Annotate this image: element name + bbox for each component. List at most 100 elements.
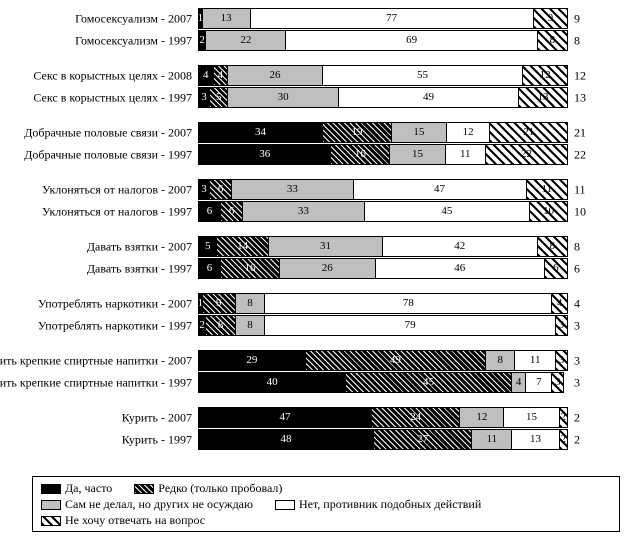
bar-segment-often: 5	[199, 237, 217, 256]
bar-segment-noresp: 12	[523, 66, 567, 85]
bar-row: Уклоняться от налогов - 20073633471111	[198, 179, 568, 200]
bar-segment-notme: 8	[236, 294, 265, 313]
segment-value-label: 34	[255, 127, 266, 138]
bar-segment-notme: 26	[228, 66, 323, 85]
bar-segment-often: 40	[199, 373, 346, 392]
row-end-label: 3	[574, 318, 580, 333]
segment-value-label: 2	[199, 35, 205, 46]
bar-segment-against: 49	[339, 88, 519, 107]
segment-value-label: 42	[454, 241, 465, 252]
bar-segment-noresp: 22	[486, 145, 567, 164]
segment-value-label: 8	[218, 320, 224, 331]
segment-value-label: 69	[406, 35, 417, 46]
segment-value-label: 3	[559, 320, 565, 331]
bar-group: Давать взятки - 2007514314288Давать взят…	[198, 236, 568, 279]
bar-segment-noresp: 21	[490, 123, 567, 142]
category-label: Пить крепкие спиртные напитки - 1997	[0, 375, 192, 390]
bar-segment-notme: 8	[236, 316, 265, 335]
bar-segment-often: 3	[199, 180, 210, 199]
segment-value-label: 79	[405, 320, 416, 331]
segment-value-label: 4	[557, 298, 563, 309]
bar-segment-noresp: 9	[534, 9, 567, 28]
segment-value-label: 30	[278, 92, 289, 103]
bar-segment-against: 45	[365, 202, 531, 221]
segment-value-label: 11	[541, 184, 552, 195]
row-end-label: 2	[574, 432, 580, 447]
row-end-label: 2	[574, 410, 580, 425]
legend-swatch	[275, 500, 295, 510]
row-end-label: 3	[574, 353, 580, 368]
legend-label: Не хочу отвечать на вопрос	[65, 513, 205, 528]
segment-value-label: 47	[434, 184, 445, 195]
bar-row: Добрачные половые связи - 19973616151122…	[198, 144, 568, 165]
segment-value-label: 12	[463, 127, 474, 138]
segment-value-label: 49	[423, 92, 434, 103]
stacked-bar: 3616151122	[198, 144, 568, 165]
bar-segment-often: 47	[199, 408, 372, 427]
segment-value-label: 47	[279, 412, 290, 423]
legend-label: Сам не делал, но других не осуждаю	[65, 497, 253, 512]
segment-value-label: 4	[218, 70, 224, 81]
bar-segment-rarely: 8	[206, 316, 235, 335]
segment-value-label: 8	[550, 35, 556, 46]
bar-group: Уклоняться от налогов - 20073633471111Ук…	[198, 179, 568, 222]
category-label: Уклоняться от налогов - 1997	[0, 204, 192, 219]
bar-segment-rarely: 45	[346, 373, 512, 392]
bar-segment-often: 48	[199, 430, 374, 449]
bar-segment-rarely: 4	[214, 66, 229, 85]
segment-value-label: 3	[559, 355, 565, 366]
bar-segment-notme: 26	[280, 259, 376, 278]
row-end-label: 8	[574, 239, 580, 254]
bar-segment-rarely: 6	[221, 202, 243, 221]
row-end-label: 13	[574, 90, 586, 105]
segment-value-label: 29	[246, 355, 257, 366]
stacked-bar: 222698	[198, 30, 568, 51]
bar-segment-against: 69	[286, 31, 537, 50]
category-label: Пить крепкие спиртные напитки - 2007	[0, 353, 192, 368]
bar-segment-against: 79	[265, 316, 556, 335]
bar-segment-against: 15	[504, 408, 559, 427]
bar-row: Употреблять наркотики - 20071987844	[198, 293, 568, 314]
segment-value-label: 15	[413, 127, 424, 138]
bar-segment-rarely: 24	[372, 408, 460, 427]
bar-segment-notme: 15	[390, 145, 445, 164]
segment-value-label: 22	[521, 149, 532, 160]
segment-value-label: 45	[441, 206, 452, 217]
segment-value-label: 2	[561, 412, 567, 423]
stacked-bar: 47 2412 15 2	[198, 407, 568, 428]
segment-value-label: 8	[498, 355, 504, 366]
bar-segment-noresp: 3	[552, 373, 563, 392]
segment-value-label: 11	[487, 434, 498, 445]
segment-value-label: 19	[351, 127, 362, 138]
bar-segment-rarely: 27	[374, 430, 472, 449]
segment-value-label: 6	[218, 184, 224, 195]
bar-row: Давать взятки - 1997616264666	[198, 258, 568, 279]
segment-value-label: 4	[203, 70, 209, 81]
bar-row: Гомосексуализм - 19972226988	[198, 30, 568, 51]
bar-segment-notme: 12	[460, 408, 504, 427]
bar-segment-noresp: 6	[545, 259, 567, 278]
category-label: Гомосексуализм - 2007	[0, 11, 192, 26]
bar-segment-often: 4	[199, 66, 214, 85]
category-label: Давать взятки - 2007	[0, 239, 192, 254]
bar-segment-often: 29	[199, 351, 306, 370]
segment-value-label: 10	[543, 206, 554, 217]
stacked-bar: 482711132	[198, 429, 568, 450]
segment-value-label: 13	[530, 434, 541, 445]
bar-row: Курить - 19974827111322	[198, 429, 568, 450]
segment-value-label: 33	[298, 206, 309, 217]
bar-segment-rarely: 9	[203, 294, 236, 313]
segment-value-label: 15	[526, 412, 537, 423]
stacked-bar: 288793	[198, 315, 568, 336]
row-end-label: 10	[574, 204, 586, 219]
segment-value-label: 6	[553, 263, 559, 274]
segment-value-label: 6	[207, 206, 213, 217]
legend-label: Редко (только пробовал)	[158, 481, 282, 496]
bar-group: Гомосексуализм - 20071137799Гомосексуали…	[198, 8, 568, 51]
category-label: Употреблять наркотики - 1997	[0, 318, 192, 333]
bar-segment-against: 78	[265, 294, 552, 313]
segment-value-label: 33	[287, 184, 298, 195]
bar-segment-against: 46	[376, 259, 545, 278]
segment-value-label: 3	[201, 92, 207, 103]
bar-segment-noresp: 8	[538, 237, 567, 256]
